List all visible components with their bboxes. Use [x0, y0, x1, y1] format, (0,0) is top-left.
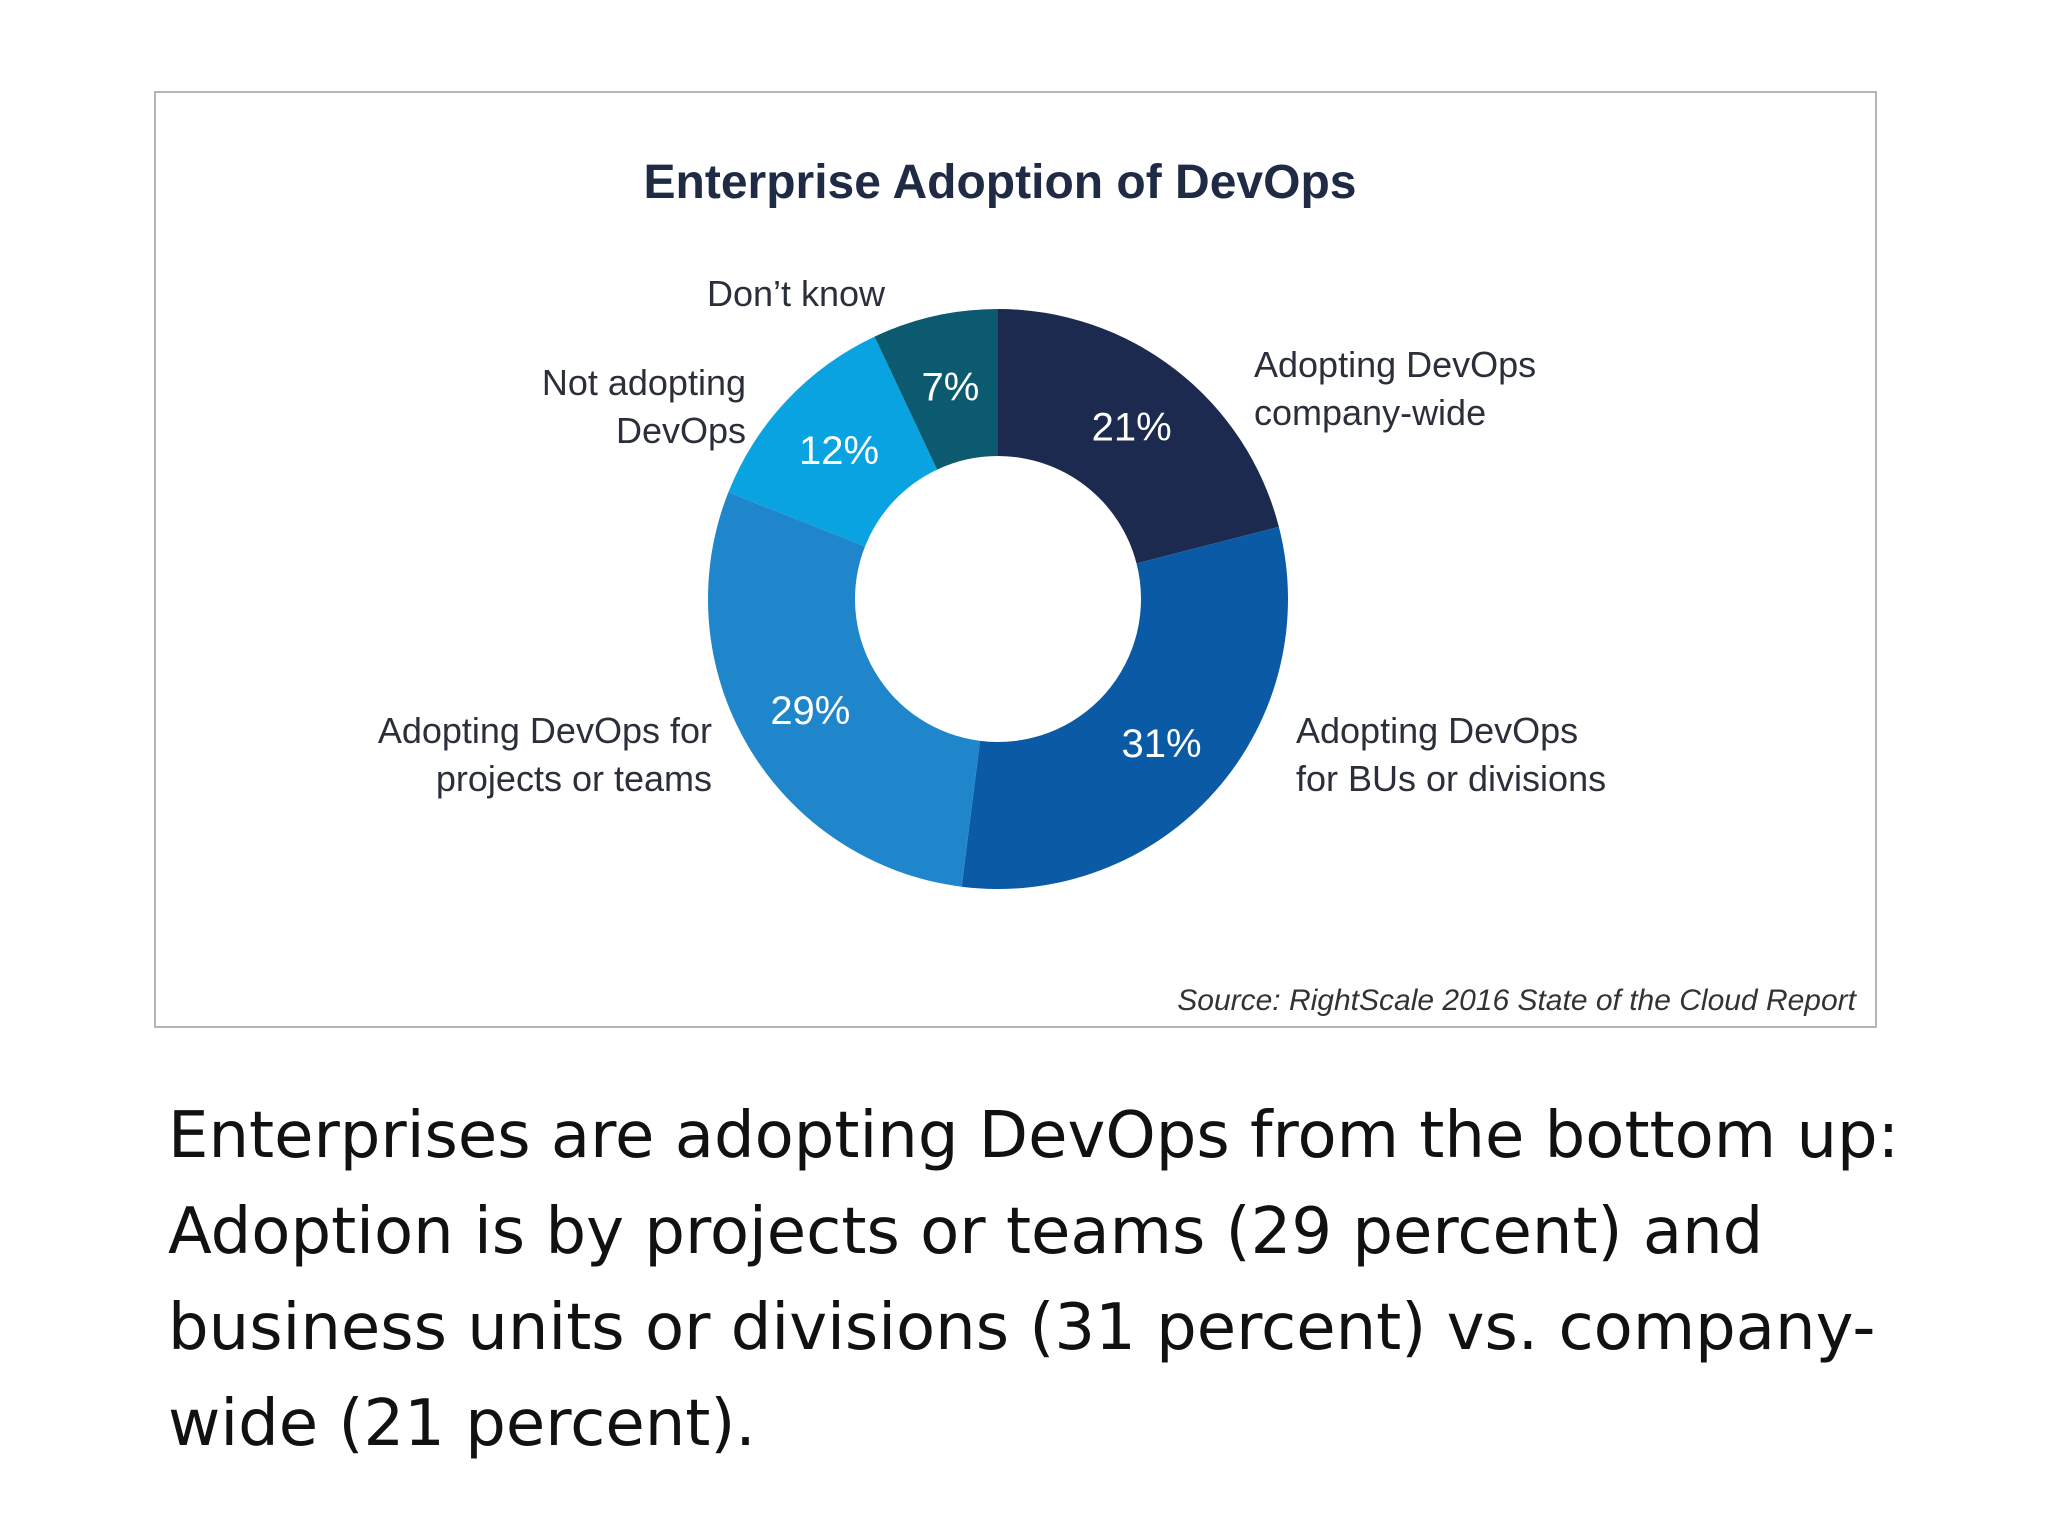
source-note: Source: RightScale 2016 State of the Clo… [1177, 984, 1857, 1017]
category-label-3: Adopting DevOps for projects or teams [378, 710, 712, 799]
value-label-3: 29% [770, 689, 850, 733]
category-label-5: Don’t know [707, 273, 886, 314]
category-label-2: Adopting DevOps for BUs or divisions [1296, 710, 1606, 799]
donut-slice-5 [874, 309, 998, 470]
donut-chart: Enterprise Adoption of DevOps 21% 31% 29% 1… [378, 156, 1858, 1017]
value-label-5: 7% [922, 365, 980, 409]
donut-slice-3 [707, 492, 981, 887]
category-label-4: Not adopting DevOps [542, 362, 746, 451]
value-label-4: 12% [799, 429, 879, 473]
caption-text: Enterprises are adopting DevOps from the… [168, 1099, 1900, 1461]
donut-slice-2 [961, 526, 1288, 889]
chart-frame: Enterprise Adoption of DevOps 21% 31% 29% 1… [154, 91, 1877, 1028]
value-label-1: 21% [1092, 406, 1172, 450]
chart-title: Enterprise Adoption of DevOps [644, 156, 1357, 209]
donut-slice-1 [998, 309, 1279, 564]
donut-slice-4 [728, 336, 938, 547]
value-label-2: 31% [1121, 722, 1201, 766]
category-label-1: Adopting DevOps company-wide [1254, 344, 1536, 433]
